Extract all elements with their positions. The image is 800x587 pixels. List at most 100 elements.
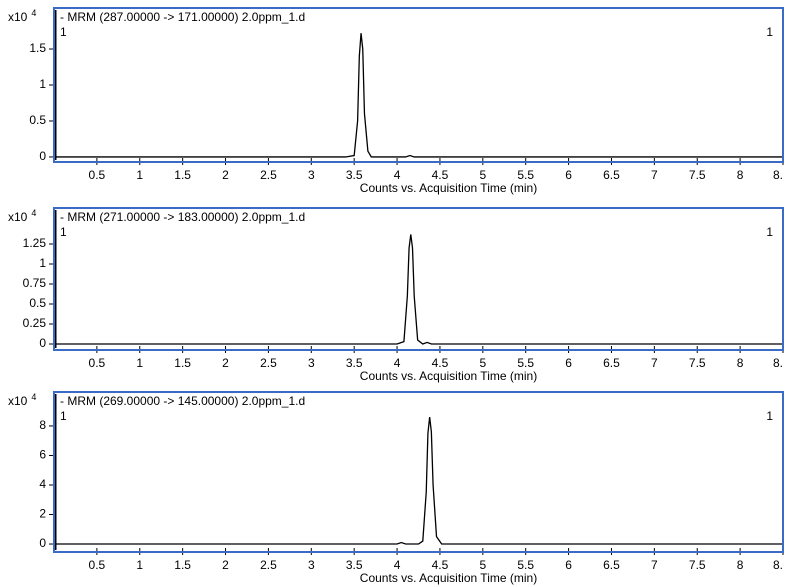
scale-prefix: x10 <box>8 210 28 224</box>
x-tick-label: 7.5 <box>689 356 706 370</box>
x-tick-label: 6 <box>565 168 572 182</box>
x-tick-label: 3.5 <box>346 168 363 182</box>
chart-panel: 0 2 4 6 8 0.5 1 1.5 2 2.5 3 3.5 4 4.5 5 5.5 6 6.5 7 7.5 8 8. C… <box>8 391 784 585</box>
x-tick-label: 6 <box>565 356 572 370</box>
x-tick-label: 7.5 <box>689 168 706 182</box>
x-tick-label: 8. <box>773 558 783 572</box>
scale-label: x10 4 <box>8 8 36 24</box>
scale-exponent: 4 <box>31 8 36 18</box>
trace <box>54 33 783 158</box>
y-tick-label: 0.25 <box>23 316 47 330</box>
plot-frame <box>53 207 784 351</box>
y-tick-label: 4 <box>39 477 46 491</box>
x-tick-label: 0.5 <box>89 168 106 182</box>
plot-area <box>54 417 783 545</box>
x-tick-label: 5 <box>479 356 486 370</box>
x-tick-label: 4.5 <box>432 356 449 370</box>
x-tick-label: 2 <box>222 356 229 370</box>
trace <box>54 234 783 345</box>
x-tick-label: 1 <box>136 356 143 370</box>
x-tick-label: 3 <box>308 168 315 182</box>
x-tick-label: 2.5 <box>260 356 277 370</box>
x-tick-label: 7 <box>651 168 658 182</box>
x-tick-label: 4.5 <box>432 168 449 182</box>
y-tick-label: 0 <box>39 536 46 550</box>
panel-label: 1 <box>60 409 67 423</box>
panel-label: 1 <box>60 25 67 39</box>
x-tick-label: 8. <box>773 168 783 182</box>
x-tick-label: 8 <box>737 356 744 370</box>
y-tick-label: 0.75 <box>23 276 47 290</box>
scale-prefix: x10 <box>8 394 28 408</box>
chart-title: - MRM (287.00000 -> 171.00000) 2.0ppm_1.… <box>60 10 305 24</box>
x-tick-label: 2.5 <box>260 168 277 182</box>
x-tick-label: 0.5 <box>89 558 106 572</box>
x-tick-label: 2.5 <box>260 558 277 572</box>
y-tick-label: 1 <box>39 77 46 91</box>
x-tick-label: 5.5 <box>517 558 534 572</box>
x-tick-label: 6 <box>565 558 572 572</box>
x-tick-label: 8 <box>737 558 744 572</box>
x-tick-label: 6.5 <box>603 356 620 370</box>
plot-frame <box>53 391 784 553</box>
x-tick-label: 1.5 <box>174 168 191 182</box>
x-tick-label: 0.5 <box>89 356 106 370</box>
x-tick-label: 8 <box>737 168 744 182</box>
x-tick-label: 5 <box>479 558 486 572</box>
chart-panel: 0 0.25 0.5 0.75 1 1.25 0.5 1 1.5 2 2.5 3 3.5 4 4.5 5 5.5… <box>8 207 784 383</box>
x-tick-label: 5.5 <box>517 168 534 182</box>
x-tick-label: 3 <box>308 558 315 572</box>
plot-area <box>54 234 783 345</box>
x-tick-label: 6.5 <box>603 168 620 182</box>
chart-title: - MRM (271.00000 -> 183.00000) 2.0ppm_1.… <box>60 210 305 224</box>
panel-label: 1 <box>766 25 773 39</box>
x-tick-label: 6.5 <box>603 558 620 572</box>
x-tick-label: 1.5 <box>174 558 191 572</box>
y-tick-label: 0 <box>39 149 46 163</box>
x-tick-label: 3.5 <box>346 356 363 370</box>
y-tick-label: 0 <box>39 336 46 350</box>
y-tick-label: 0.5 <box>29 296 46 310</box>
chart-panel: 0 0.5 1 1.5 0.5 1 1.5 2 2.5 3 3.5 4 4.5 5 5.5 6 6.5 7 7.5 8… <box>8 7 784 195</box>
x-tick-label: 5 <box>479 168 486 182</box>
y-tick-label: 1.5 <box>29 41 46 55</box>
x-tick-label: 1.5 <box>174 356 191 370</box>
panel-label: 1 <box>766 409 773 423</box>
panel-label: 1 <box>766 225 773 239</box>
x-tick-label: 4 <box>394 168 401 182</box>
y-tick-label: 8 <box>39 418 46 432</box>
x-tick-label: 2 <box>222 558 229 572</box>
panel-label: 1 <box>60 225 67 239</box>
plot-frame <box>53 7 784 163</box>
y-tick-label: 1 <box>39 256 46 270</box>
x-tick-label: 4 <box>394 558 401 572</box>
x-tick-label: 7.5 <box>689 558 706 572</box>
scale-exponent: 4 <box>31 392 36 402</box>
chart-title: - MRM (269.00000 -> 145.00000) 2.0ppm_1.… <box>60 394 305 408</box>
x-tick-label: 1 <box>136 558 143 572</box>
scale-label: x10 4 <box>8 392 36 408</box>
x-tick-label: 4 <box>394 356 401 370</box>
y-tick-label: 2 <box>39 507 46 521</box>
x-axis-label: Counts vs. Acquisition Time (min) <box>360 369 537 383</box>
x-tick-label: 7 <box>651 558 658 572</box>
x-tick-label: 3 <box>308 356 315 370</box>
scale-label: x10 4 <box>8 208 36 224</box>
x-tick-label: 7 <box>651 356 658 370</box>
x-tick-label: 5.5 <box>517 356 534 370</box>
y-tick-label: 0.5 <box>29 113 46 127</box>
y-tick-label: 6 <box>39 448 46 462</box>
scale-prefix: x10 <box>8 10 28 24</box>
x-tick-label: 3.5 <box>346 558 363 572</box>
y-tick-label: 1.25 <box>23 236 47 250</box>
scale-exponent: 4 <box>31 208 36 218</box>
plot-area <box>54 33 783 158</box>
x-tick-label: 2 <box>222 168 229 182</box>
x-axis-label: Counts vs. Acquisition Time (min) <box>360 181 537 195</box>
x-tick-label: 8. <box>773 356 783 370</box>
x-tick-label: 1 <box>136 168 143 182</box>
x-axis-label: Counts vs. Acquisition Time (min) <box>360 571 537 585</box>
trace <box>54 417 783 545</box>
x-tick-label: 4.5 <box>432 558 449 572</box>
